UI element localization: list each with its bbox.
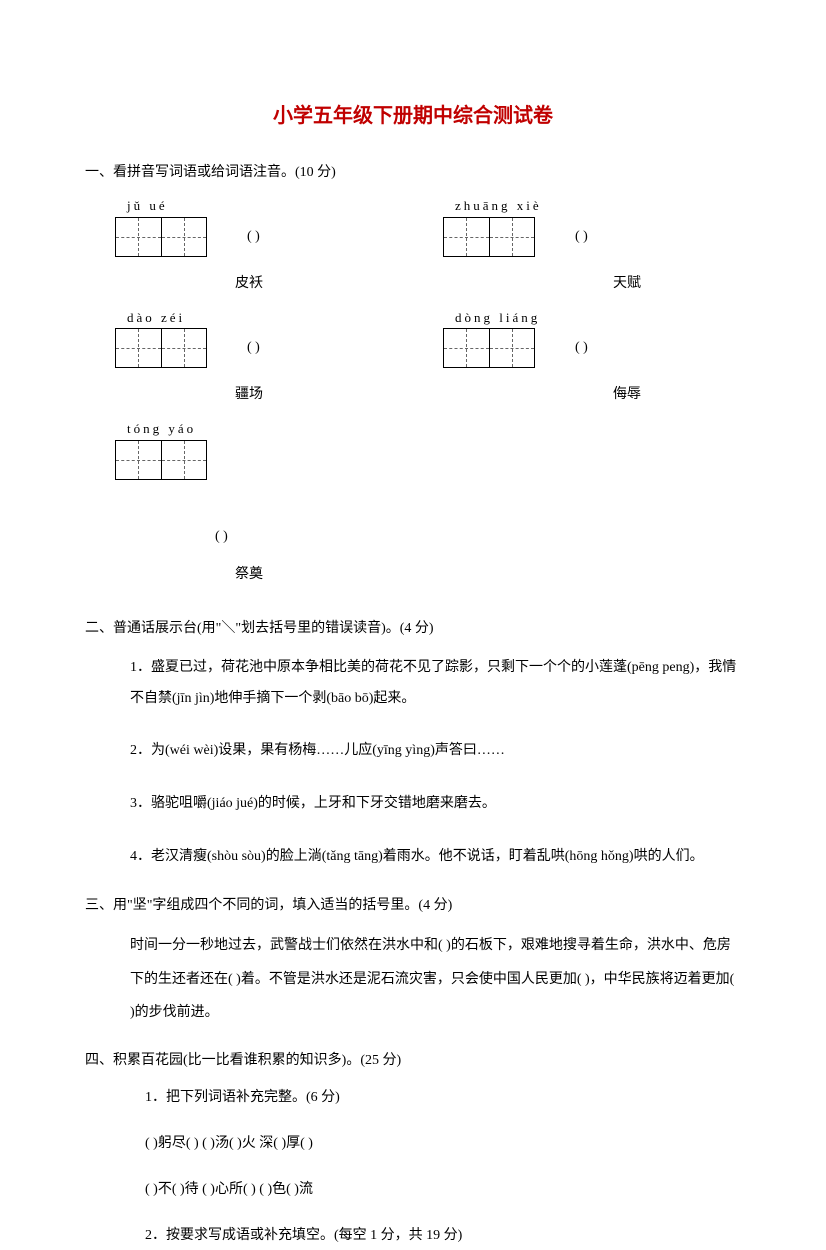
fill-blank[interactable]: ( ) <box>575 226 588 248</box>
q4-line1: ( )躬尽( ) ( )汤( )火 深( )厚( ) <box>85 1130 741 1158</box>
q1-left-col: jǔ ué ( ) 皮袄 dào zéi ( ) 疆场 <box>115 196 263 598</box>
box-row <box>115 440 263 480</box>
pinyin-label: dòng liáng <box>443 308 641 329</box>
fill-blank[interactable]: ( ) <box>215 529 228 544</box>
q1-item: dào zéi ( ) 疆场 <box>115 308 263 411</box>
word-label: 祭奠 <box>235 567 263 582</box>
q4-header: 四、积累百花园(比一比看谁积累的知识多)。(25 分) <box>85 1050 741 1072</box>
word-label: 皮袄 <box>115 273 263 295</box>
pinyin-label: tóng yáo <box>115 419 263 440</box>
q4-line2: ( )不( )待 ( )心所( ) ( )色( )流 <box>85 1176 741 1204</box>
q1-item: tóng yáo ( ) 祭奠 <box>115 419 263 591</box>
q2-item-1: 1．盛夏已过，荷花池中原本争相比美的荷花不见了踪影，只剩下一个个的小莲蓬(pēn… <box>85 653 741 715</box>
q1-item: dòng liáng ( ) 侮辱 <box>443 308 641 411</box>
box-row: ( ) <box>443 328 641 368</box>
page-title: 小学五年级下册期中综合测试卷 <box>85 100 741 132</box>
q1-body: jǔ ué ( ) 皮袄 dào zéi ( ) 疆场 <box>85 196 741 598</box>
box-row: ( ) <box>115 217 263 257</box>
question-3: 三、用"坚"字组成四个不同的词，填入适当的括号里。(4 分) 时间一分一秒地过去… <box>85 895 741 1030</box>
box-row: ( ) <box>443 217 641 257</box>
question-2: 二、普通话展示台(用"＼"划去括号里的错误读音)。(4 分) 1．盛夏已过，荷花… <box>85 618 741 872</box>
question-1: 一、看拼音写词语或给词语注音。(10 分) jǔ ué ( ) 皮袄 dào z… <box>85 162 741 598</box>
char-input-box[interactable] <box>443 328 535 368</box>
char-input-box[interactable] <box>443 217 535 257</box>
q3-text: 时间一分一秒地过去，武警战士们依然在洪水中和( )的石板下，艰难地搜寻着生命，洪… <box>85 929 741 1030</box>
word-label: 天赋 <box>613 276 641 291</box>
fill-blank[interactable]: ( ) <box>247 337 260 359</box>
fill-blank[interactable]: ( ) <box>247 226 260 248</box>
pinyin-label: zhuāng xiè <box>443 196 641 217</box>
q4-sub2: 2．按要求写成语或补充填空。(每空 1 分，共 19 分) <box>85 1222 741 1250</box>
pinyin-label: dào zéi <box>115 308 263 329</box>
word-label: 疆场 <box>235 387 263 402</box>
word-label: 侮辱 <box>613 387 641 402</box>
q3-header: 三、用"坚"字组成四个不同的词，填入适当的括号里。(4 分) <box>85 895 741 917</box>
q1-item: jǔ ué ( ) 皮袄 <box>115 196 263 299</box>
box-row: ( ) <box>115 328 263 368</box>
q1-item: zhuāng xiè ( ) 天赋 <box>443 196 641 299</box>
pinyin-label: jǔ ué <box>115 196 263 217</box>
char-input-box[interactable] <box>115 440 207 480</box>
q1-header: 一、看拼音写词语或给词语注音。(10 分) <box>85 162 741 184</box>
question-4: 四、积累百花园(比一比看谁积累的知识多)。(25 分) 1．把下列词语补充完整。… <box>85 1050 741 1250</box>
q1-right-col: zhuāng xiè ( ) 天赋 dòng liáng ( ) 侮辱 <box>443 196 641 598</box>
q2-header: 二、普通话展示台(用"＼"划去括号里的错误读音)。(4 分) <box>85 618 741 640</box>
char-input-box[interactable] <box>115 328 207 368</box>
fill-blank[interactable]: ( ) <box>575 337 588 359</box>
char-input-box[interactable] <box>115 217 207 257</box>
q2-item-4: 4．老汉清瘦(shòu sòu)的脸上淌(tǎng tāng)着雨水。他不说话，… <box>85 842 741 873</box>
q4-sub1: 1．把下列词语补充完整。(6 分) <box>85 1084 741 1112</box>
q2-item-2: 2．为(wéi wèi)设果，果有杨梅……儿应(yīng yìng)声答曰…… <box>85 736 741 767</box>
q2-item-3: 3．骆驼咀嚼(jiáo jué)的时候，上牙和下牙交错地磨来磨去。 <box>85 789 741 820</box>
